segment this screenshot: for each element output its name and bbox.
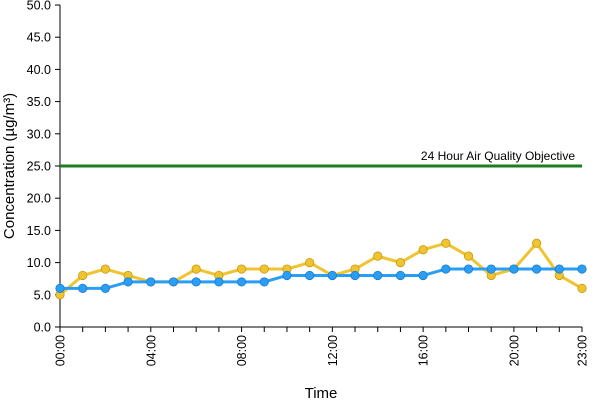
data-point: [123, 277, 133, 287]
data-point: [373, 270, 383, 281]
data-point: [441, 238, 451, 248]
series-2: [55, 264, 587, 293]
y-tick-label: 50.0: [27, 0, 51, 13]
data-point: [146, 277, 156, 287]
data-point: [395, 270, 406, 281]
data-point: [418, 245, 428, 255]
data-point: [78, 270, 88, 281]
data-point: [305, 257, 315, 268]
x-tick-label: 12:00: [326, 335, 340, 366]
data-point: [236, 264, 247, 274]
data-point: [214, 277, 224, 287]
data-point: [577, 283, 587, 293]
axes: 0.0 5.0 10.0 15.0 20.0 25.0 30.0 35.0 40.0 45.0 50…: [27, 0, 590, 366]
data-point: [463, 264, 474, 274]
data-point: [191, 264, 201, 274]
data-point: [350, 270, 360, 281]
data-point: [577, 264, 587, 274]
data-point: [236, 277, 247, 287]
x-tick-label: 16:00: [417, 335, 431, 366]
data-point: [282, 270, 292, 281]
data-point: [259, 277, 269, 287]
data-point: [259, 264, 269, 274]
x-tick-label: 23:00: [576, 335, 590, 366]
data-point: [327, 270, 337, 281]
series-group: [55, 238, 587, 300]
data-point: [191, 277, 201, 287]
x-axis-title: Time: [305, 385, 338, 400]
y-tick-label: 45.0: [27, 31, 51, 45]
y-tick-label: 40.0: [27, 63, 51, 77]
x-tick-label: 20:00: [507, 335, 521, 366]
data-point: [305, 270, 315, 281]
x-tick-label: 00:00: [54, 335, 68, 366]
data-point: [100, 283, 110, 293]
data-point: [418, 270, 428, 281]
reference-line-group: 24 Hour Air Quality Objective: [60, 149, 582, 168]
data-point: [486, 264, 496, 274]
y-tick-label: 30.0: [27, 127, 51, 141]
x-tick-label: 08:00: [235, 335, 249, 366]
y-axis-title: Concentration (µg/m³): [1, 93, 18, 239]
x-tick-label: 04:00: [144, 335, 158, 366]
y-tick-label: 20.0: [27, 192, 51, 206]
air-quality-objective-label: 24 Hour Air Quality Objective: [421, 149, 575, 163]
data-point: [463, 251, 474, 261]
y-tick-label: 5.0: [34, 288, 51, 302]
y-tick-label: 35.0: [27, 95, 51, 109]
y-tick-label: 0.0: [34, 321, 51, 335]
data-point: [532, 264, 542, 274]
data-point: [395, 257, 406, 268]
data-point: [532, 238, 542, 248]
y-tick-label: 10.0: [27, 256, 51, 270]
data-point: [441, 264, 451, 274]
data-point: [373, 251, 383, 261]
data-point: [55, 283, 65, 293]
data-point: [100, 264, 110, 274]
data-point: [78, 283, 88, 293]
y-tick-label: 25.0: [27, 160, 51, 174]
y-tick-label: 15.0: [27, 224, 51, 238]
data-point: [168, 277, 179, 287]
data-point: [509, 264, 519, 274]
data-point: [554, 264, 564, 274]
